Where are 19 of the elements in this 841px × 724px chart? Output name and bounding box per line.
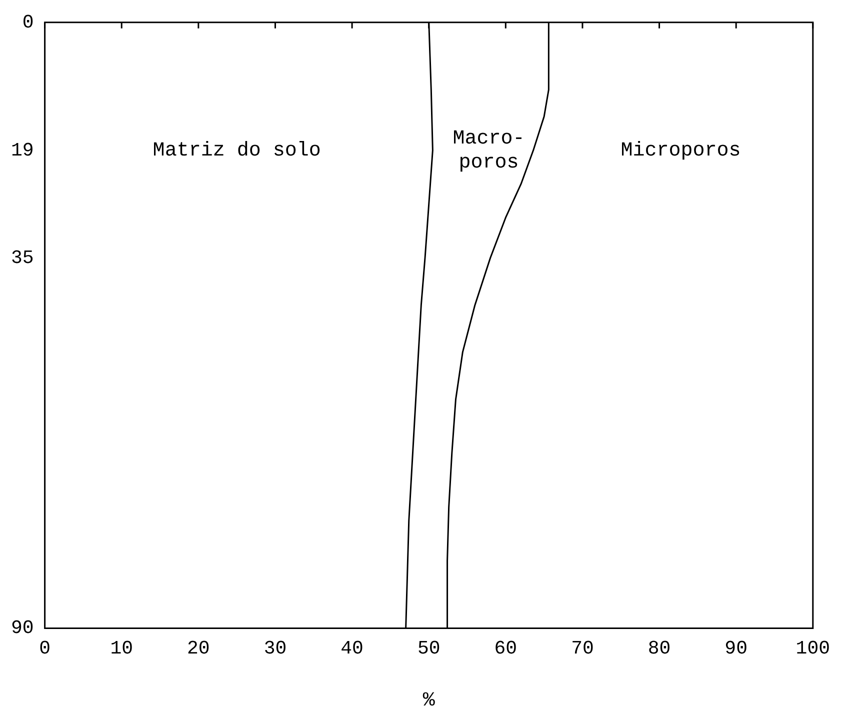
x-tick-label: 100 xyxy=(796,638,830,660)
y-tick-label: 35 xyxy=(10,247,34,270)
x-tick-label: 40 xyxy=(340,638,364,660)
x-tick-label: 80 xyxy=(648,638,671,660)
x-tick-label: 50 xyxy=(417,638,440,660)
x-tick-label: 90 xyxy=(724,638,748,660)
y-tick-label: 90 xyxy=(10,617,34,640)
x-tick-label: 60 xyxy=(494,638,518,660)
x-tick-label: 30 xyxy=(264,638,287,660)
y-tick-label: 19 xyxy=(10,139,34,162)
x-tick-label: 70 xyxy=(571,638,594,660)
annotation: Matriz do solo xyxy=(152,140,321,163)
annotation: Macro- poros xyxy=(452,128,525,175)
x-tick-label: 10 xyxy=(110,638,134,660)
x-axis-title: % xyxy=(422,689,436,712)
annotation: Microporos xyxy=(620,140,741,163)
x-tick-label: 20 xyxy=(187,638,210,660)
y-tick-label: 0 xyxy=(22,11,34,34)
x-tick-label: 0 xyxy=(39,638,51,660)
